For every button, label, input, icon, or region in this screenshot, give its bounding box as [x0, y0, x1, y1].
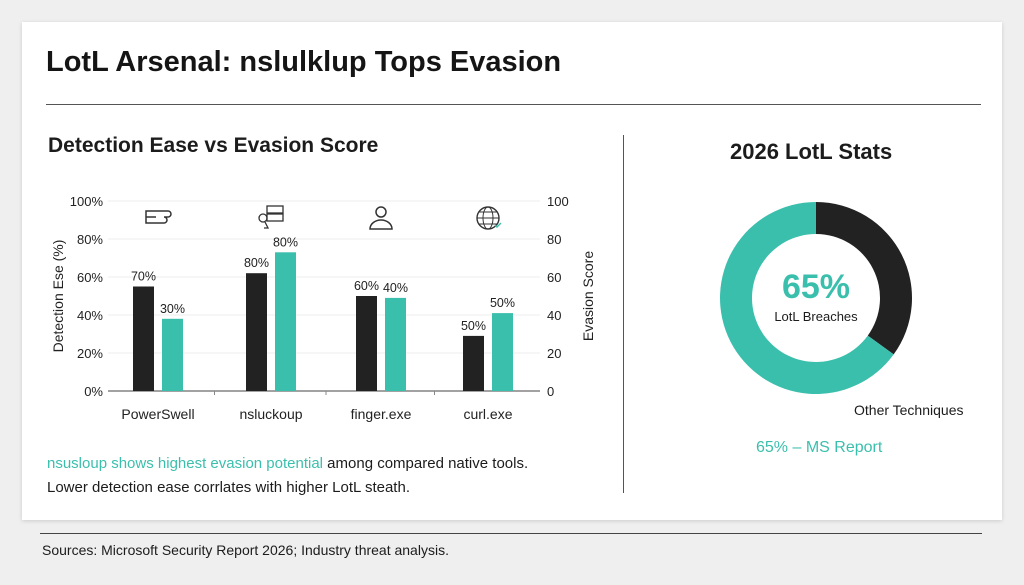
note-highlight: nsusloup shows highest evasion potential — [47, 455, 324, 472]
y-tick-label: 100% — [70, 194, 104, 209]
y2-tick-label: 80 — [547, 232, 561, 247]
donut-source-label: 65% – MS Report — [756, 439, 883, 456]
y2-tick-label: 40 — [547, 308, 561, 323]
bar-detection — [356, 296, 377, 391]
page-title: LotL Arsenal: nslulklup Tops Evasion — [46, 46, 562, 78]
y-axis-label: Detection Ese (%) — [50, 240, 66, 353]
bar-value-label: 60% — [354, 279, 379, 293]
y-tick-label: 80% — [77, 232, 103, 247]
user-icon — [369, 206, 393, 230]
x-tick-label: finger.exe — [351, 406, 412, 422]
y-tick-label: 20% — [77, 346, 103, 361]
bar-evasion — [492, 313, 513, 391]
title-divider — [46, 104, 981, 105]
bar-value-label: 70% — [131, 270, 156, 284]
note-rest: among compared native tools. — [323, 455, 529, 472]
y-tick-label: 60% — [77, 270, 103, 285]
bar-value-label: 40% — [383, 281, 408, 295]
footer-sources: Sources: Microsoft Security Report 2026;… — [42, 542, 449, 558]
section-divider — [623, 135, 624, 493]
y2-axis-label: Evasion Score — [580, 251, 596, 341]
y2-tick-label: 100 — [547, 194, 569, 209]
bar-detection — [133, 286, 154, 391]
bar-evasion — [162, 318, 183, 391]
y2-tick-label: 60 — [547, 270, 561, 285]
note-line-2: Lower detection ease corrlates with high… — [47, 479, 410, 496]
server-search-icon — [258, 205, 284, 229]
donut-slice-other-techniques — [816, 202, 913, 355]
y-tick-label: 0% — [84, 384, 103, 399]
bar-value-label: 80% — [244, 256, 269, 270]
donut-other-label: Other Techniques — [854, 402, 964, 418]
donut-center-label: LotL Breaches — [774, 309, 858, 324]
bar-detection — [463, 335, 484, 391]
bar-evasion — [275, 252, 296, 391]
x-tick-label: PowerSwell — [121, 406, 194, 422]
bar-value-label: 50% — [461, 319, 486, 333]
bar-value-label: 50% — [490, 296, 515, 310]
terminal-icon — [145, 210, 172, 224]
bar-detection — [246, 273, 267, 391]
infographic-card — [22, 22, 1002, 520]
chart-title: Detection Ease vs Evasion Score — [48, 134, 379, 157]
y2-tick-label: 20 — [547, 346, 561, 361]
x-tick-label: curl.exe — [463, 406, 512, 422]
x-tick-label: nsluckoup — [239, 406, 302, 422]
note-line-1: nsusloup shows highest evasion potential… — [47, 455, 528, 472]
donut-slice-lotl-breaches — [720, 202, 894, 394]
y2-tick-label: 0 — [547, 384, 554, 399]
donut-center-value: 65% — [781, 268, 851, 306]
globe-icon — [476, 206, 502, 230]
bar-value-label: 80% — [273, 235, 298, 249]
y-tick-label: 40% — [77, 308, 103, 323]
bar-value-label: 30% — [160, 302, 185, 316]
stats-title: 2026 LotL Stats — [730, 139, 893, 164]
footer-divider — [40, 533, 982, 534]
bar-evasion — [385, 297, 406, 391]
